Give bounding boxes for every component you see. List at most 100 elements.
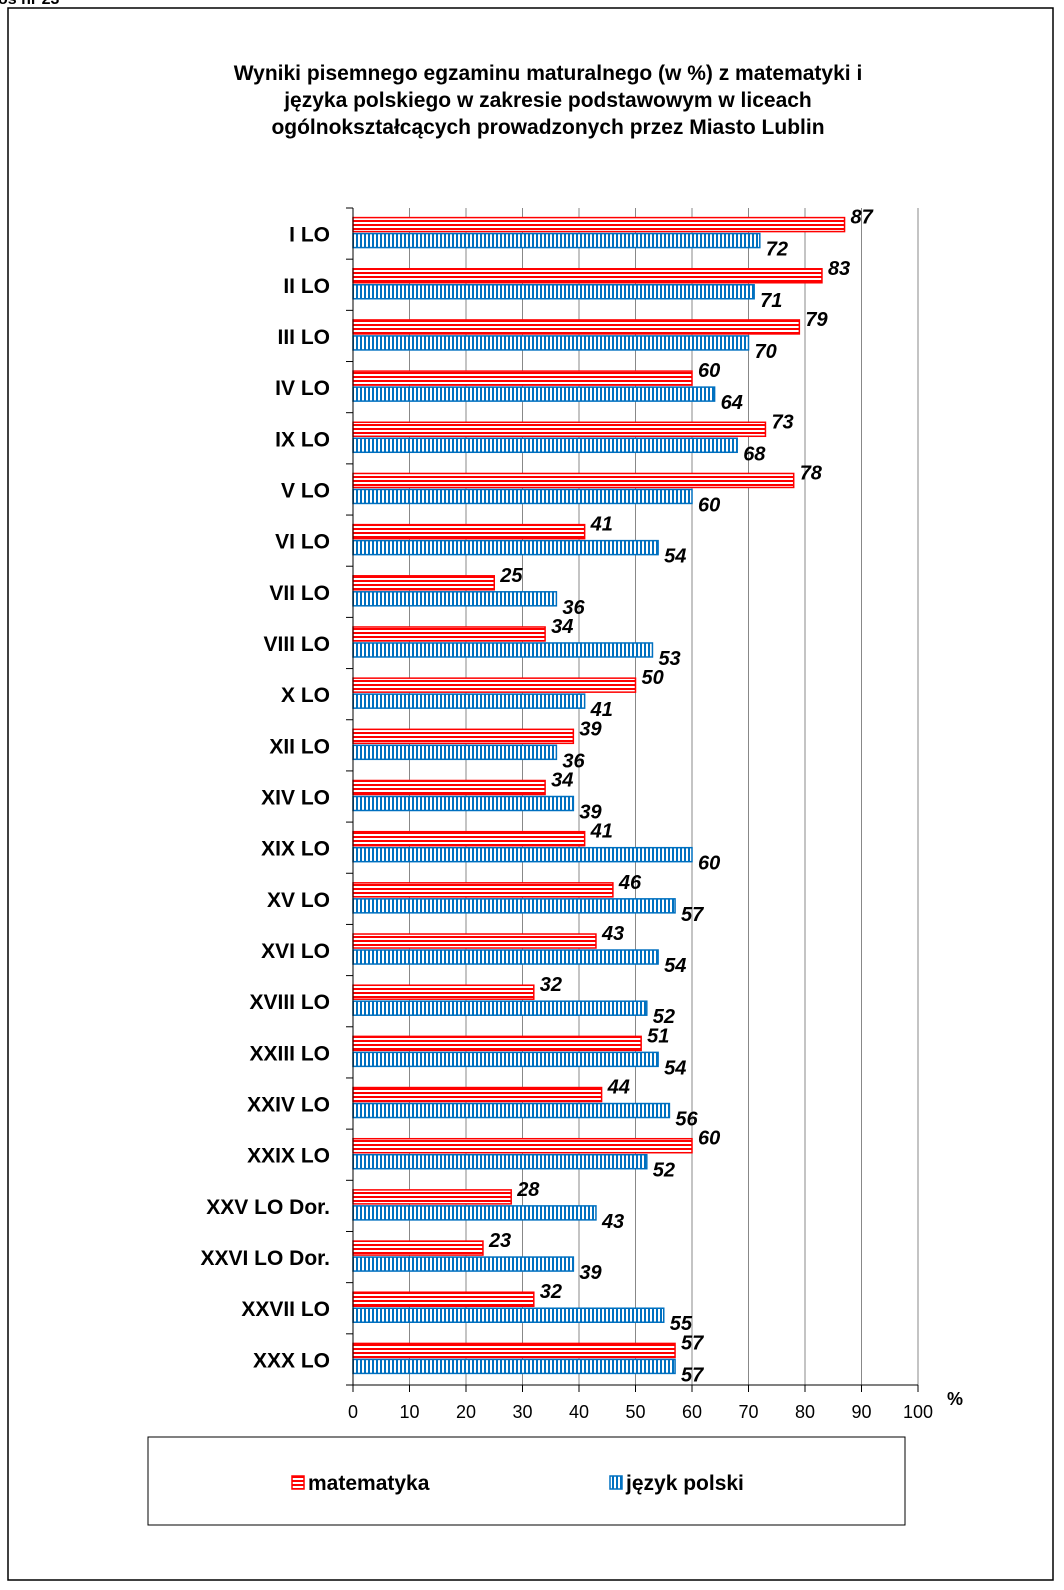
chart-title: Wyniki pisemnego egzaminu maturalnego (w…: [234, 62, 863, 85]
y-tick-label: XXIV LO: [247, 1094, 330, 1117]
bar: [352, 1035, 642, 1052]
data-label: 36: [562, 597, 585, 619]
data-label: 36: [562, 750, 585, 772]
data-label: 41: [590, 699, 613, 721]
legend-box: [147, 1436, 906, 1526]
bar: [352, 1189, 512, 1205]
data-label: 43: [601, 1211, 624, 1233]
y-tick-label: V LO: [281, 479, 330, 502]
bar: [352, 437, 738, 454]
data-label: 28: [516, 1179, 540, 1201]
y-tick-label: XVI LO: [261, 940, 330, 963]
y-tick-label: XXIII LO: [249, 1042, 330, 1065]
chart-title: ogólnokształcących prowadzonych przez Mi…: [271, 116, 824, 139]
x-tick-label: 70: [738, 1402, 758, 1422]
bar: [352, 575, 495, 591]
bar: [352, 779, 546, 796]
data-label: 51: [647, 1025, 669, 1047]
bar: [352, 898, 676, 914]
bar: [352, 1358, 676, 1375]
legend-label: matematyka: [308, 1472, 430, 1495]
data-label: 79: [805, 309, 828, 331]
bar: [352, 677, 637, 693]
data-label: 60: [698, 1128, 720, 1150]
data-label: 57: [681, 1364, 704, 1386]
bar: [352, 1086, 603, 1103]
x-tick-label: 10: [399, 1402, 419, 1422]
bar: [352, 232, 761, 249]
data-label: 54: [664, 955, 686, 977]
data-label: 54: [664, 546, 686, 568]
bar: [352, 984, 535, 1000]
data-label: 32: [540, 1281, 562, 1303]
chart-title: języka polskiego w zakresie podstawowym …: [283, 89, 812, 112]
data-label: 39: [579, 718, 602, 740]
y-tick-label: XIX LO: [261, 838, 330, 861]
data-label: 87: [851, 207, 874, 229]
data-label: 78: [800, 462, 823, 484]
bar: [352, 591, 558, 607]
data-label: 72: [766, 239, 788, 261]
data-label: 55: [670, 1313, 693, 1335]
bar: [352, 1000, 648, 1016]
data-label: 39: [579, 1262, 602, 1284]
data-label: 41: [590, 514, 613, 536]
data-label: 34: [551, 616, 573, 638]
bar: [352, 933, 597, 949]
data-label: 70: [755, 341, 777, 363]
data-label: 23: [488, 1230, 511, 1252]
y-tick-label: VI LO: [275, 531, 330, 554]
y-tick-label: XII LO: [269, 735, 330, 758]
data-label: 52: [653, 1006, 675, 1028]
bar: [352, 1256, 575, 1272]
data-label: 57: [681, 904, 704, 926]
y-tick-label: XXVII LO: [241, 1298, 330, 1321]
bar: [352, 626, 546, 642]
bar: [352, 1240, 484, 1256]
bar: [352, 1102, 671, 1119]
y-tick-label: XV LO: [267, 889, 330, 912]
y-tick-label: XXVI LO Dor.: [200, 1247, 330, 1270]
y-tick-label: XVIII LO: [249, 991, 330, 1014]
bar: [352, 319, 801, 335]
data-label: 34: [551, 770, 573, 792]
bar: [352, 1205, 597, 1221]
frame: [7, 7, 1054, 1581]
y-tick-label: I LO: [289, 224, 330, 247]
x-tick-label: 90: [851, 1402, 871, 1422]
data-label: 64: [721, 392, 743, 414]
x-tick-label: 30: [512, 1402, 532, 1422]
legend-swatch: [291, 1475, 305, 1490]
legend-swatch: [609, 1475, 623, 1490]
bar: [352, 642, 654, 658]
bar: [352, 1153, 648, 1170]
data-label: 83: [828, 258, 850, 280]
x-tick-label: 60: [682, 1402, 702, 1422]
bar: [352, 268, 823, 284]
data-label: 50: [642, 667, 664, 689]
bar: [352, 1342, 676, 1359]
data-label: 25: [499, 565, 523, 587]
y-tick-label: VII LO: [269, 582, 330, 605]
y-tick-label: XXV LO Dor.: [206, 1196, 330, 1219]
y-tick-label: X LO: [281, 684, 330, 707]
bar: [352, 1307, 665, 1323]
bar: [352, 728, 575, 745]
bar: [352, 1051, 659, 1068]
bar: [352, 488, 693, 505]
data-label: 57: [681, 1332, 704, 1354]
y-tick-label: III LO: [278, 326, 331, 349]
bar: [352, 693, 586, 709]
x-axis-label: %: [947, 1389, 963, 1409]
bar: [352, 421, 767, 438]
bar: [352, 284, 755, 300]
data-label: 53: [658, 648, 680, 670]
bar: [352, 472, 795, 489]
data-label: 60: [698, 360, 720, 382]
data-label: 52: [653, 1160, 675, 1182]
data-label: 60: [698, 494, 720, 516]
y-tick-label: VIII LO: [263, 633, 330, 656]
x-tick-label: 40: [569, 1402, 589, 1422]
bar: [352, 386, 716, 402]
